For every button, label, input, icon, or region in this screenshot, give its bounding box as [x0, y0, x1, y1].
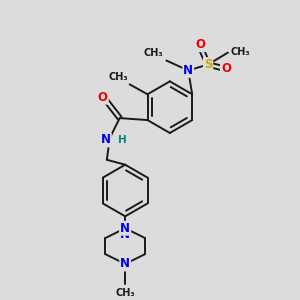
Text: S: S: [204, 58, 212, 71]
Text: H: H: [118, 135, 127, 145]
Text: CH₃: CH₃: [144, 48, 164, 58]
Text: CH₃: CH₃: [231, 46, 250, 57]
Text: N: N: [120, 222, 130, 235]
Text: N: N: [120, 257, 130, 271]
Text: O: O: [195, 38, 205, 51]
Text: N: N: [183, 64, 193, 77]
Text: O: O: [221, 62, 231, 75]
Text: N: N: [101, 134, 111, 146]
Text: CH₃: CH₃: [116, 288, 135, 298]
Text: CH₃: CH₃: [108, 72, 128, 82]
Text: N: N: [120, 228, 130, 241]
Text: O: O: [98, 91, 108, 104]
